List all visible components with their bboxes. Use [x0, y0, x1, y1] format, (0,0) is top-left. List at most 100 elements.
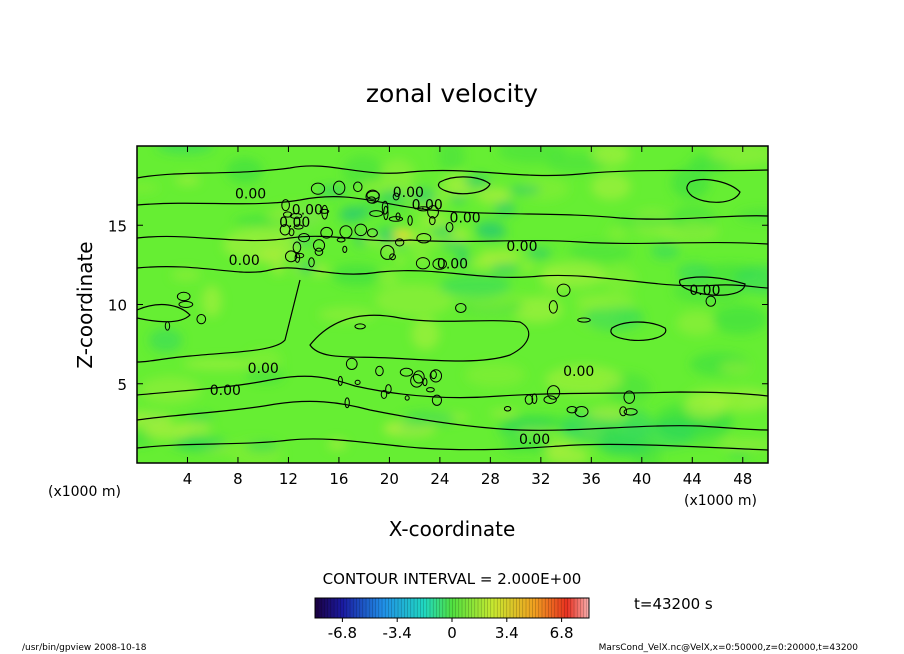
contour-labels: 0.000.000.000.000.000.000.000.00 0.000.00… [210, 185, 721, 448]
contour-label: 0.00 [437, 256, 468, 272]
contour-cell [394, 238, 405, 247]
contour-cell [196, 314, 207, 325]
x-tick-label: 44 [683, 470, 702, 488]
contour-cell [344, 397, 350, 409]
contour-cell [399, 367, 414, 377]
contour-cell [336, 237, 346, 243]
contour-cell [430, 370, 437, 380]
x-axis-label: X-coordinate [389, 517, 516, 541]
contour-label: 0.00 [563, 364, 594, 380]
x-tick-label: 32 [531, 470, 550, 488]
y-axis-label: Z-coordinate [73, 241, 97, 368]
contour-cell [375, 365, 384, 377]
contour-label: 0.00 [393, 185, 424, 201]
contour-cell [524, 394, 534, 405]
contour-cell [308, 257, 315, 268]
x-tick-label: 28 [481, 470, 500, 488]
contour-cell [293, 224, 304, 230]
field-shading [137, 146, 768, 463]
contour-line [137, 375, 768, 399]
footer-right: MarsCond_VelX.nc@VelX,x=0:50000,z=0:2000… [599, 643, 859, 653]
contour-cell [623, 408, 638, 416]
contour-lines [137, 165, 768, 451]
contour-cell [178, 300, 194, 308]
contour-label: 0.00 [279, 215, 310, 231]
contour-cell [292, 241, 302, 254]
contour-cell [314, 247, 324, 256]
contour-line [137, 196, 768, 220]
contour-cell [337, 375, 343, 386]
contour-cell [429, 369, 443, 383]
contour-cell [164, 321, 171, 331]
contour-cell [319, 208, 330, 214]
footer-left: /usr/bin/gpview 2008-10-18 [22, 643, 147, 653]
contour-line [137, 235, 768, 245]
contour-cell [354, 379, 361, 385]
contour-cell [416, 233, 432, 244]
contour-cell [380, 244, 395, 260]
contour-cell [392, 192, 400, 201]
contour-cells [164, 180, 717, 418]
x-tick-label: 40 [632, 470, 651, 488]
contour-label: 0.00 [292, 202, 323, 218]
x-tick-label: 36 [582, 470, 601, 488]
contour-cell [282, 211, 293, 218]
contour-label: 0.00 [519, 432, 550, 448]
contour-cell [623, 390, 636, 404]
contour-label: 0.00 [412, 198, 443, 214]
contour-cell [312, 239, 326, 252]
y-axis-ticks: 5 10 15 [108, 217, 768, 394]
contour-cell [705, 295, 717, 307]
contour-cell [354, 223, 368, 237]
contour-cell [412, 370, 425, 384]
colorbar-tick-label: 0 [447, 624, 457, 642]
contour-cell [556, 283, 571, 297]
contour-cell [345, 357, 358, 371]
x-tick-label: 16 [329, 470, 348, 488]
contour-label: 0.00 [248, 361, 279, 377]
contour-cell [389, 253, 396, 261]
contour-line [137, 438, 768, 451]
contour-cell [284, 250, 298, 263]
y-axis-unit: (x1000 m) [48, 484, 121, 500]
plot-area: 0.000.000.000.000.000.000.000.00 0.000.00… [108, 145, 769, 488]
contour-cell [416, 206, 430, 212]
x-tick-label: 4 [183, 470, 193, 488]
x-tick-label: 48 [733, 470, 752, 488]
contour-cell [432, 258, 447, 270]
contour-label: 0.00 [229, 253, 260, 269]
contour-line [309, 314, 530, 362]
contour-cell [320, 226, 333, 239]
contour-line [437, 176, 491, 195]
contour-line [137, 165, 768, 179]
y-tick-label: 15 [108, 217, 127, 235]
contour-cell [543, 395, 557, 404]
contour-cell [503, 406, 512, 412]
contour-cell [353, 181, 363, 193]
contour-line [686, 179, 741, 203]
x-tick-label: 24 [430, 470, 449, 488]
contour-cell [279, 224, 291, 236]
contour-cell [176, 291, 191, 302]
contour-cell [385, 384, 392, 395]
contour-cell [295, 252, 305, 259]
contour-cell [310, 182, 326, 195]
contour-cell [354, 323, 366, 330]
x-axis-ticks: 4 8 12 16 20 24 28 32 36 40 44 48 [183, 146, 752, 488]
contour-cell [574, 405, 589, 418]
contour-cell [566, 405, 578, 414]
chart-title: zonal velocity [366, 79, 538, 108]
contour-cell [427, 205, 439, 219]
contour-label: 0.00 [450, 210, 481, 226]
contour-cell [380, 389, 388, 399]
contour-line [137, 303, 191, 323]
contour-label: 0.00 [210, 383, 241, 399]
contour-label: 0.00 [235, 187, 266, 203]
contour-cell [281, 199, 290, 212]
contour-line [137, 400, 768, 431]
x-axis-unit: (x1000 m) [684, 493, 757, 509]
colorbar-gradient [315, 598, 589, 618]
x-tick-label: 20 [380, 470, 399, 488]
x-tick-label: 8 [233, 470, 243, 488]
